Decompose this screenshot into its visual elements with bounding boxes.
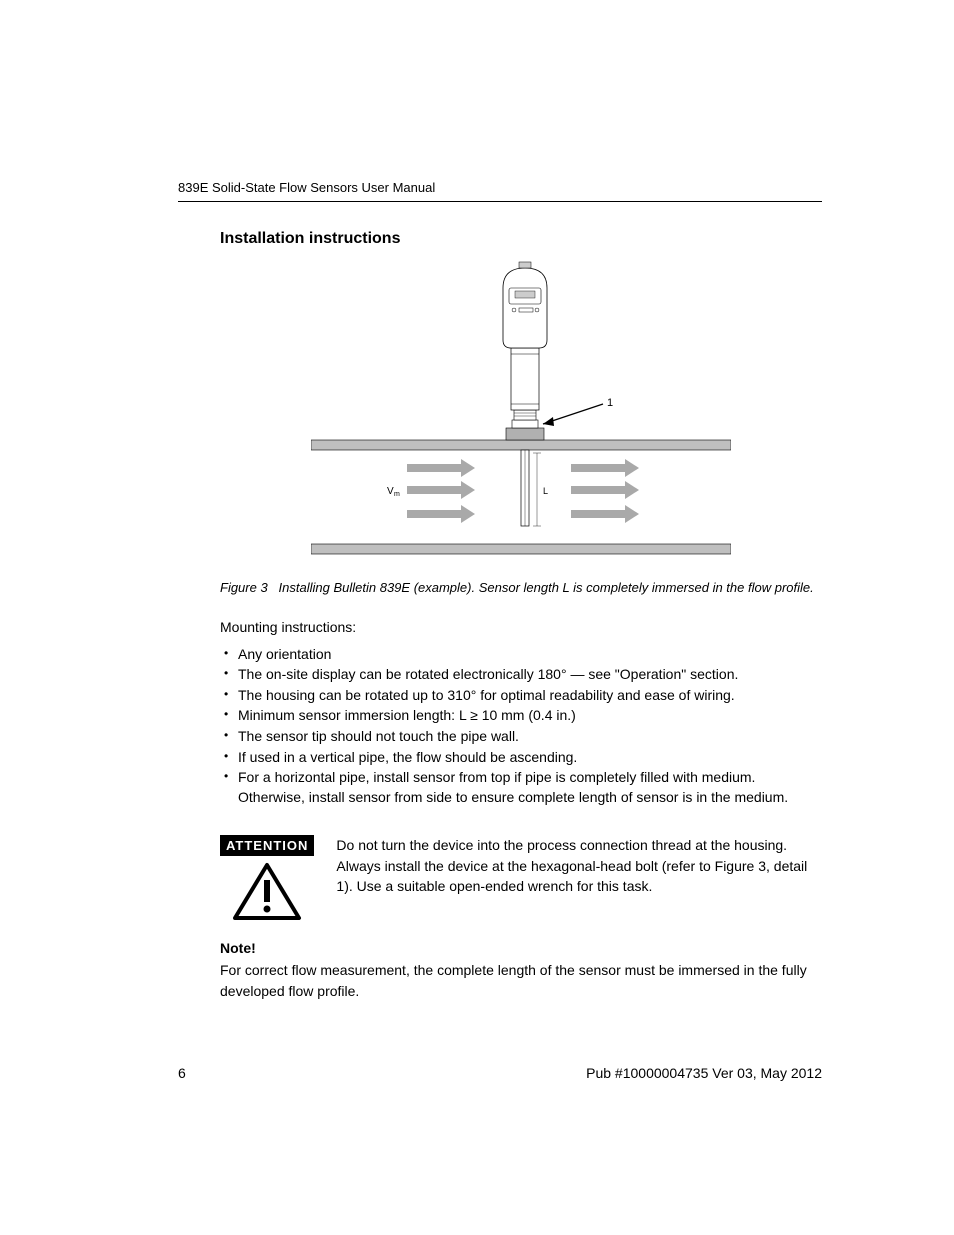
list-item: The on-site display can be rotated elect…	[220, 665, 822, 685]
list-item: If used in a vertical pipe, the flow sho…	[220, 748, 822, 768]
page-footer: 6 Pub #10000004735 Ver 03, May 2012	[178, 1065, 822, 1081]
running-header: 839E Solid-State Flow Sensors User Manua…	[178, 180, 822, 202]
list-item: Minimum sensor immersion length: L ≥ 10 …	[220, 706, 822, 726]
figure-caption: Figure 3 Installing Bulletin 839E (examp…	[220, 579, 822, 597]
attention-block: ATTENTION Do not turn the device into th…	[220, 835, 822, 922]
page-container: 839E Solid-State Flow Sensors User Manua…	[0, 0, 954, 1235]
content-area: Installation instructions	[220, 230, 822, 1001]
mounting-label: Mounting instructions:	[220, 619, 822, 635]
warning-triangle-icon	[232, 862, 302, 922]
svg-text:1: 1	[607, 397, 613, 409]
figure-caption-lead: Figure 3	[220, 580, 268, 595]
section-title: Installation instructions	[220, 230, 822, 248]
list-item: Any orientation	[220, 645, 822, 665]
page-number: 6	[178, 1065, 186, 1081]
attention-graphics: ATTENTION	[220, 835, 314, 922]
mounting-list: Any orientation The on-site display can …	[220, 645, 822, 808]
list-item: For a horizontal pipe, install sensor fr…	[220, 768, 822, 807]
sensor-diagram: L V m 1	[311, 258, 731, 568]
list-item: The housing can be rotated up to 310° fo…	[220, 686, 822, 706]
figure-3: L V m 1	[311, 258, 731, 571]
attention-badge: ATTENTION	[220, 835, 314, 856]
svg-text:V: V	[387, 486, 394, 497]
svg-text:L: L	[543, 486, 548, 496]
note-text: For correct flow measurement, the comple…	[220, 960, 822, 1001]
figure-caption-body: Installing Bulletin 839E (example). Sens…	[279, 580, 814, 595]
note-label: Note!	[220, 940, 822, 956]
publication-info: Pub #10000004735 Ver 03, May 2012	[586, 1065, 822, 1081]
attention-text: Do not turn the device into the process …	[336, 835, 822, 896]
list-item: The sensor tip should not touch the pipe…	[220, 727, 822, 747]
svg-text:m: m	[394, 491, 400, 498]
